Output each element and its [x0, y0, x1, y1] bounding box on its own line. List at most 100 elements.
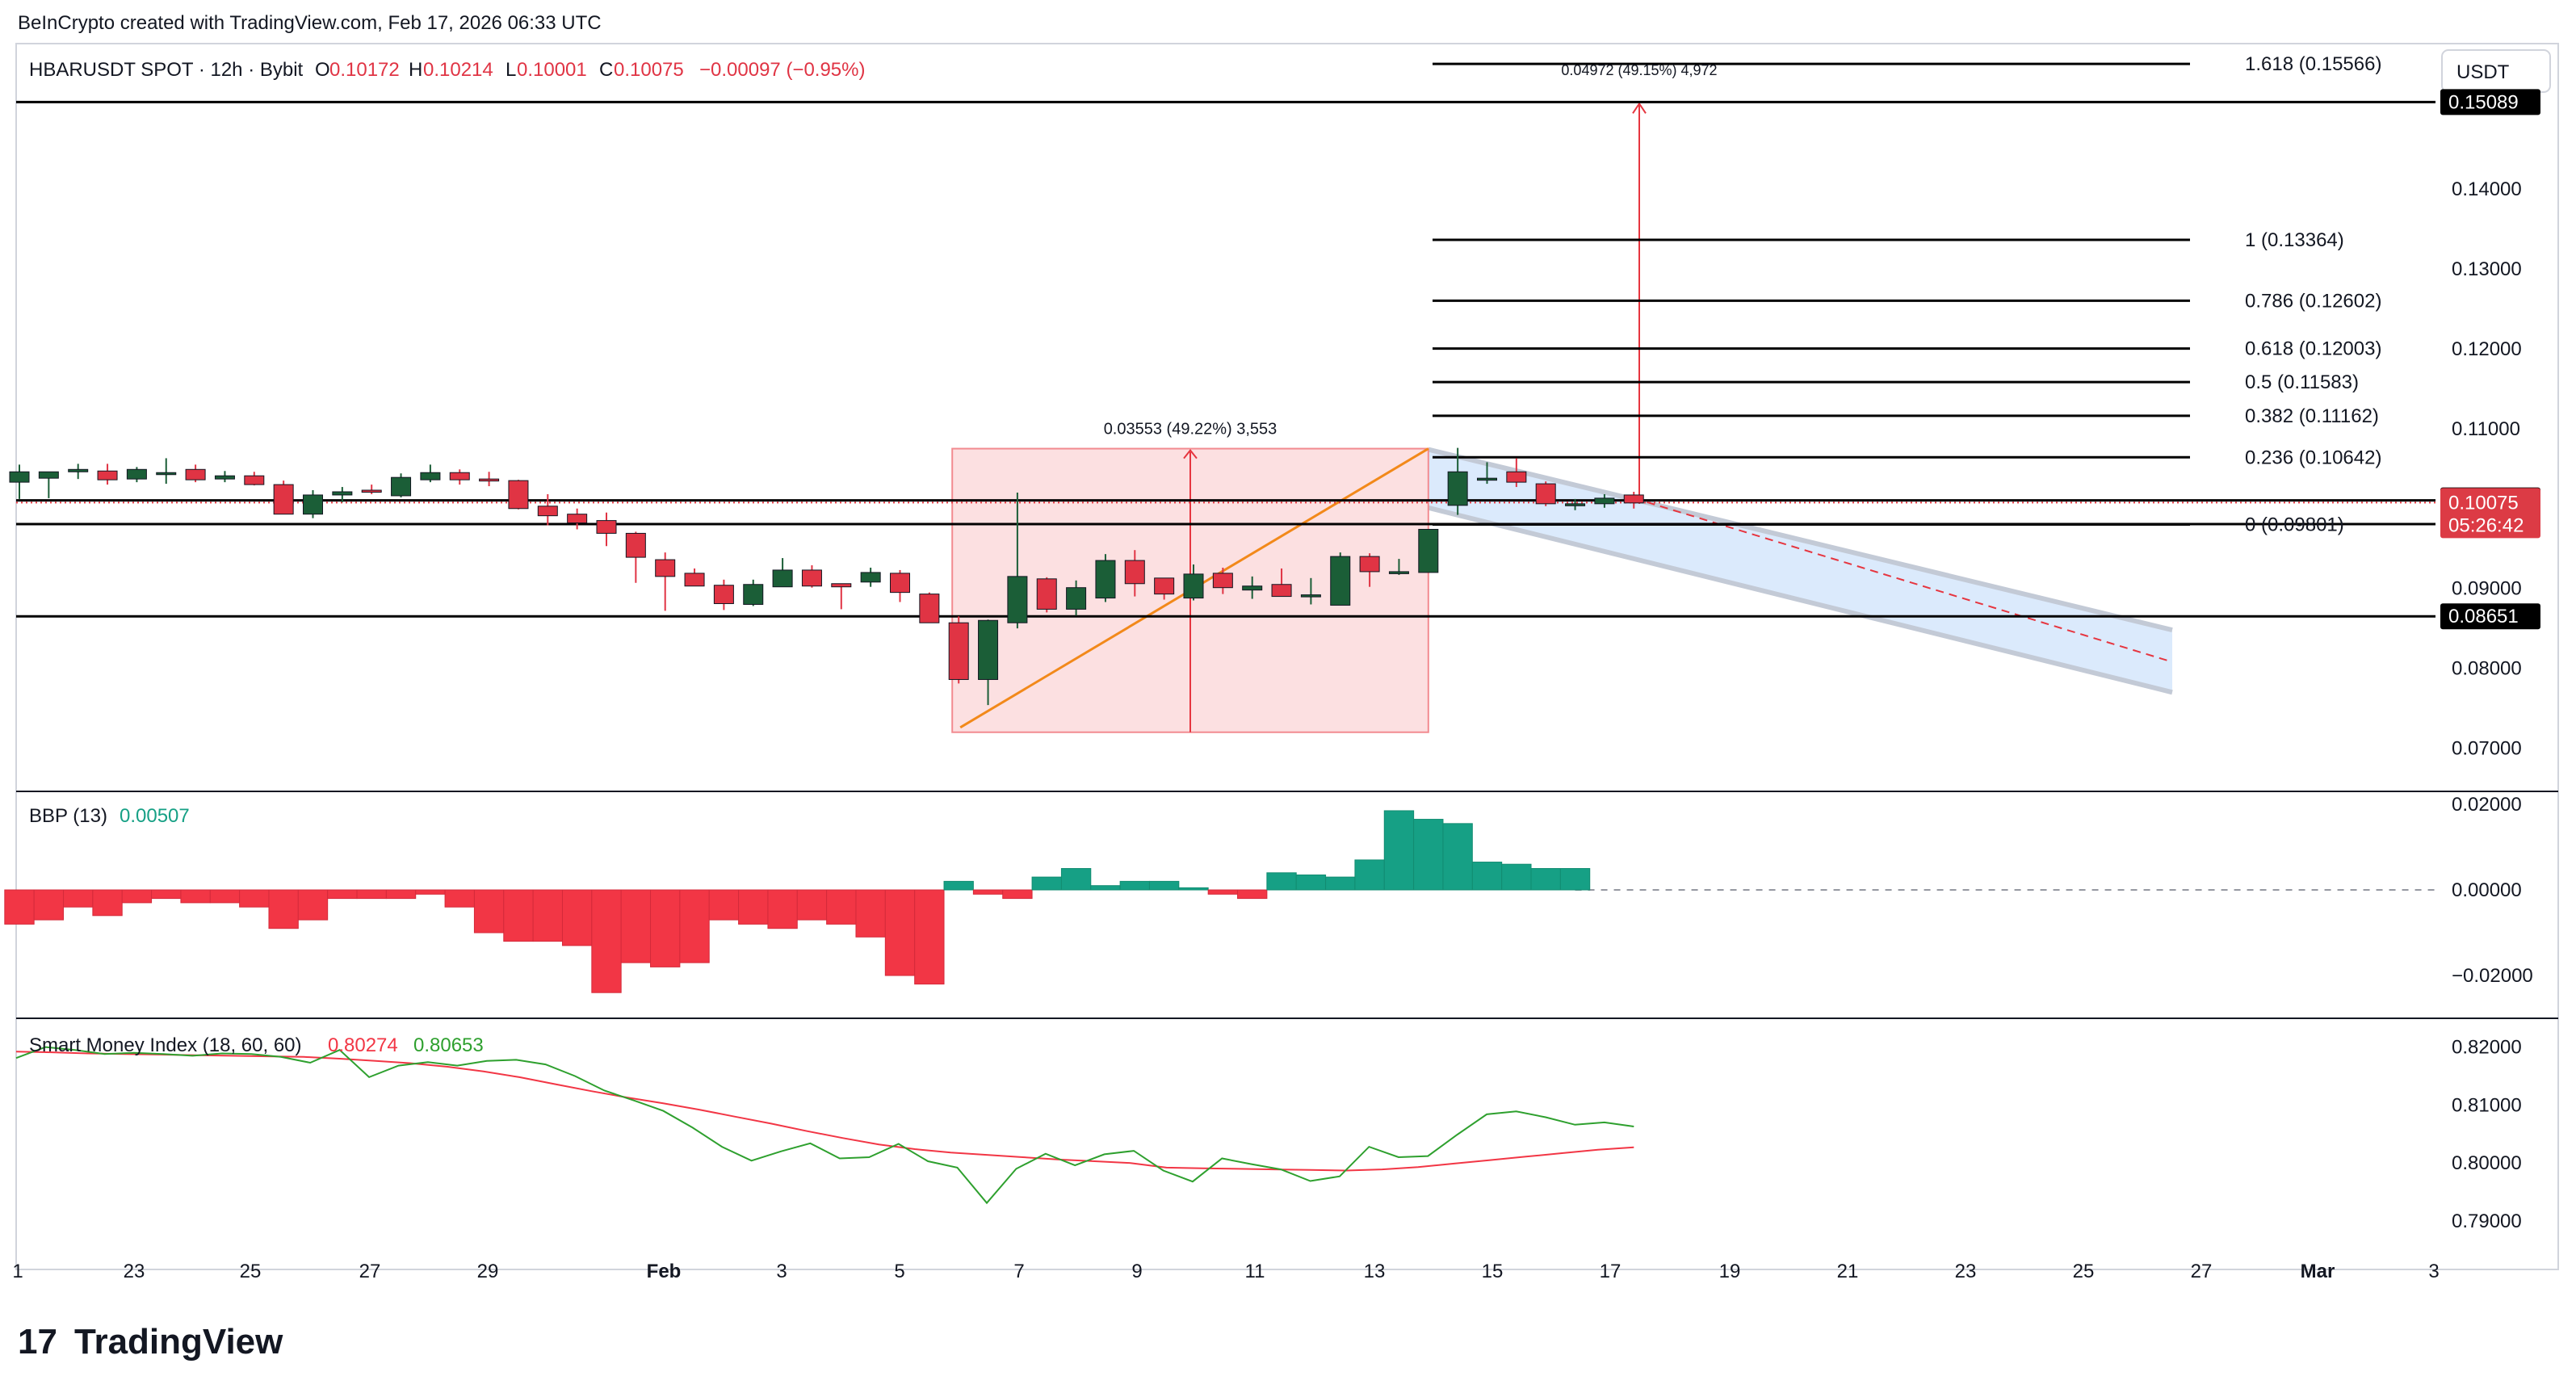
candle-body	[1154, 577, 1175, 595]
candle	[1506, 458, 1527, 488]
bbp-bar	[796, 889, 828, 921]
change-value: −0.00097 (−0.95%)	[699, 59, 866, 81]
x-axis-tick-label: 11	[1245, 1261, 1265, 1282]
candle-body	[303, 494, 323, 515]
bbp-bar	[121, 889, 153, 904]
x-axis-tick-label: 15	[1482, 1261, 1504, 1282]
candle	[1154, 577, 1175, 600]
candle-body	[38, 471, 59, 479]
bbp-bar	[1530, 868, 1561, 891]
bbp-bar	[708, 889, 740, 921]
candle-body	[1183, 573, 1204, 599]
candle	[126, 467, 147, 483]
x-axis-tick-label: 27	[2191, 1261, 2213, 1282]
smi-axis-tick-label: 0.82000	[2452, 1037, 2522, 1059]
candle-body	[391, 476, 412, 497]
bbp-bar	[1266, 872, 1297, 891]
smi-axis-tick-label: 0.80000	[2452, 1152, 2522, 1174]
candle	[919, 592, 940, 623]
current-price-label: 0.10075	[2448, 492, 2519, 514]
candle-body	[508, 480, 529, 510]
tradingview-logo[interactable]: 17 TradingView	[18, 1322, 283, 1362]
target-label: 0.04972 (49.15%) 4,972	[1561, 62, 1717, 78]
x-axis-tick-label: 25	[240, 1261, 262, 1282]
candle	[1477, 462, 1497, 485]
candle	[743, 579, 764, 606]
candle-body	[1418, 528, 1439, 573]
smi-value-red: 0.80274	[328, 1034, 398, 1056]
candle-body	[126, 468, 147, 480]
candle-body	[1594, 497, 1615, 505]
chart-border	[15, 43, 2559, 1270]
close-label: C	[599, 59, 613, 81]
candle-body	[420, 472, 441, 480]
bbp-bar	[767, 889, 798, 929]
bbp-bar	[1207, 889, 1239, 895]
candle-body	[684, 573, 705, 587]
smi-value-green: 0.80653	[413, 1034, 484, 1056]
price-tag	[2440, 603, 2540, 630]
candle	[273, 480, 294, 515]
low-label: L	[506, 59, 516, 81]
bbp-bar	[591, 889, 622, 993]
bbp-bar	[1060, 868, 1092, 891]
x-axis-tick-label: Feb	[647, 1261, 682, 1282]
bbp-bar	[1002, 889, 1033, 900]
candle-body	[1506, 471, 1527, 483]
bbp-bar	[415, 889, 446, 895]
current-price-tag	[2440, 488, 2540, 539]
fib-level-label: 0.382 (0.11162)	[2245, 405, 2379, 427]
candle	[831, 583, 852, 610]
price-tag-label: 0.08651	[2448, 606, 2519, 627]
symbol-legend[interactable]: HBARUSDT SPOT · 12h · Bybit O 0.10172 H …	[29, 59, 866, 81]
channel-midline	[1633, 497, 2173, 663]
candle	[38, 471, 59, 498]
candle	[1418, 528, 1439, 573]
candle-body	[919, 594, 940, 623]
bbp-bar	[1295, 874, 1327, 891]
candle-body	[1066, 587, 1087, 610]
candle-body	[890, 573, 910, 594]
candle	[1066, 580, 1087, 616]
candle	[303, 490, 323, 518]
candle-body	[948, 622, 969, 680]
open-label: O	[315, 59, 330, 81]
candle-body	[713, 585, 734, 604]
candle	[567, 508, 588, 530]
fib-level-label: 1.618 (0.15566)	[2245, 53, 2381, 75]
bbp-bar	[1559, 868, 1591, 891]
bbp-bar	[561, 889, 593, 946]
smi-title: Smart Money Index (18, 60, 60)	[29, 1034, 302, 1056]
fib-level-label: 0.5 (0.11583)	[2245, 371, 2359, 393]
currency-button[interactable]: USDT	[2441, 49, 2551, 93]
candle-body	[1036, 578, 1057, 610]
fib-level-label: 0.786 (0.12602)	[2245, 290, 2381, 312]
bbp-bar	[1119, 880, 1150, 891]
bbp-bar	[33, 889, 65, 921]
x-axis-tick-label: 3	[776, 1261, 787, 1282]
candle-body	[655, 559, 676, 577]
fib-level-label: 0 (0.09801)	[2245, 514, 2344, 535]
candle-body	[479, 478, 500, 482]
x-axis-tick-label: 9	[1131, 1261, 1142, 1282]
candle-body	[1535, 483, 1556, 505]
candle	[596, 512, 617, 547]
y-axis-tick-label: 0.07000	[2452, 738, 2522, 760]
x-axis-tick-label: 17	[1600, 1261, 1622, 1282]
candle	[1242, 576, 1263, 599]
y-axis-tick-label: 0.12000	[2452, 338, 2522, 360]
bbp-bar	[4, 889, 35, 925]
x-axis-tick-label: Mar	[2301, 1261, 2335, 1282]
bbp-bar	[914, 889, 945, 985]
candle-body	[801, 569, 822, 587]
candle	[1565, 498, 1586, 510]
bbp-bar	[650, 889, 681, 967]
measure-label: 0.03553 (49.22%) 3,553	[1104, 421, 1278, 438]
high-label: H	[409, 59, 422, 81]
candle	[948, 616, 969, 684]
bbp-bar	[1501, 863, 1532, 891]
candle-body	[567, 514, 588, 524]
candle	[1212, 567, 1233, 594]
